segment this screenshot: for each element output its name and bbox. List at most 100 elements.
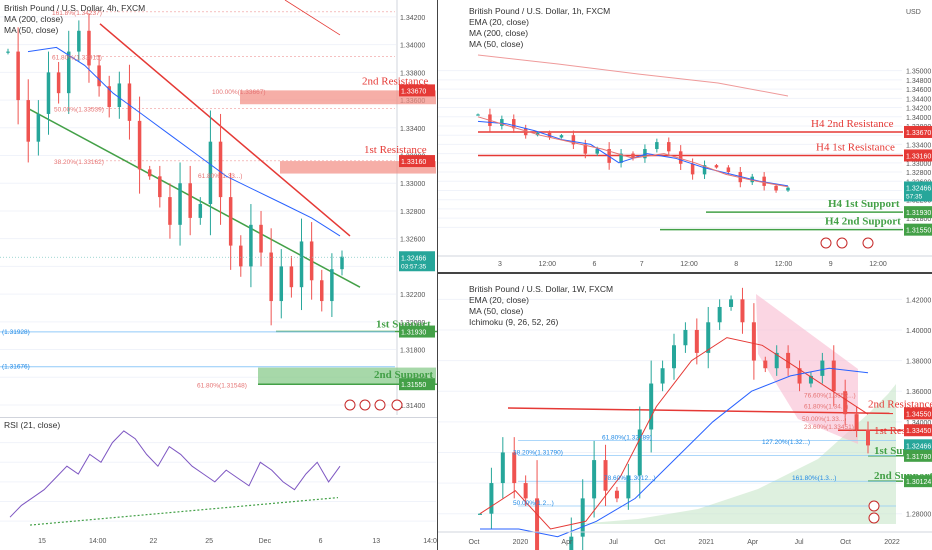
- h4-candle: [198, 204, 203, 218]
- h1-candle: [619, 153, 623, 163]
- h4-candle: [340, 256, 344, 270]
- h1-xtick: 9: [829, 261, 833, 268]
- w1-price-tag-bg: [904, 449, 932, 462]
- w1-candle: [706, 322, 711, 353]
- h1-ema20-line: [477, 116, 789, 188]
- h4-candle: [97, 65, 101, 87]
- h4-xtick: 22: [150, 538, 158, 545]
- h1-ytick: 1.34800: [906, 78, 931, 85]
- w1-price-tag: 1.31780: [906, 454, 931, 461]
- h1-candle: [512, 119, 516, 129]
- h4-ytick: 1.32000: [400, 320, 425, 327]
- h4-candle: [178, 183, 182, 225]
- indicator-1h-ema20: EMA (20, close): [469, 17, 529, 27]
- h1-level-label: H4 2nd Support: [825, 216, 901, 228]
- h4-xtick: 25: [205, 538, 213, 545]
- h1-level-label: H4 1st Support: [828, 198, 900, 210]
- h1-candle: [500, 119, 504, 126]
- h4-ytick: 1.33800: [400, 70, 425, 77]
- w1-ma50-line: [480, 367, 869, 538]
- h1-flag-icon: [862, 237, 874, 249]
- h1-countdown: 57:35: [906, 193, 923, 200]
- w1-resistance-trendline: [507, 407, 894, 415]
- h4-candle: [208, 141, 213, 205]
- w1-ytick: 1.38000: [906, 359, 931, 366]
- indicator-4h-ma200: MA (200, close): [4, 14, 64, 24]
- w1-price-tag-bg: [904, 475, 932, 488]
- h4-xtick: 14:00: [89, 538, 107, 545]
- h4-fib-label: 50.00%(1.33539): [54, 107, 104, 114]
- h1-candle: [643, 149, 647, 159]
- h4-ytick: 1.32800: [400, 209, 425, 216]
- w1-ytick: 1.28000: [906, 512, 931, 519]
- h1-flag-icon: [820, 237, 832, 249]
- h1-level-label: H4 2nd Resistance: [811, 118, 894, 130]
- w1-candle: [535, 498, 540, 550]
- h1-ytick: 1.34600: [906, 87, 931, 94]
- title-1w: British Pound / U.S. Dollar, 1W, FXCM: [469, 284, 614, 294]
- panel-4h-chart[interactable]: 1.342001.340001.338001.336001.334001.332…: [0, 0, 437, 415]
- rsi-line: [9, 430, 341, 518]
- h4-left-label: (1.31676): [2, 364, 30, 371]
- w1-xtick: Jul: [609, 539, 618, 546]
- h1-ytick: 1.34400: [906, 96, 931, 103]
- w1-price-tag: 1.33450: [906, 428, 931, 435]
- h4-candle: [56, 72, 61, 94]
- w1-candle: [614, 490, 619, 499]
- rsi-top-border: [0, 417, 437, 418]
- w1-xtick: Oct: [840, 539, 851, 546]
- w1-price-tag-bg: [904, 407, 932, 420]
- h4-price-tag-bg: [399, 84, 435, 97]
- w1-fib-label: 61.80%(1.32789): [602, 434, 652, 441]
- h1-candle: [774, 185, 778, 191]
- w1-candle: [592, 460, 597, 499]
- w1-candle: [500, 452, 505, 484]
- w1-candle: [660, 368, 665, 384]
- h4-ytick: 1.31400: [400, 403, 425, 410]
- w1-xtick: Oct: [469, 539, 480, 546]
- h4-current-price: 1.32466: [401, 255, 426, 262]
- h4-candle: [87, 30, 91, 66]
- panel-divider-horizontal[interactable]: [438, 272, 932, 274]
- panel-divider-vertical[interactable]: [437, 0, 438, 550]
- w1-fib-label: 161.80%(1.3...): [792, 475, 836, 482]
- h4-xtick: Dec: [259, 538, 272, 545]
- w1-candle: [763, 360, 768, 369]
- w1-xtick: Apr: [561, 539, 573, 546]
- w1-candle: [740, 299, 745, 323]
- indicator-1h-ma200: MA (200, close): [469, 28, 529, 38]
- h4-ytick: 1.32200: [400, 292, 425, 299]
- w1-candle: [774, 352, 779, 369]
- h4-candle: [77, 30, 81, 52]
- h1-price-tag-bg: [904, 149, 932, 162]
- h4-channel-support: [27, 107, 361, 288]
- w1-current-price: 1.32466: [906, 443, 931, 450]
- w1-candle: [808, 375, 813, 384]
- w1-candle: [603, 460, 608, 491]
- w1-candle: [489, 483, 494, 514]
- w1-xtick: Oct: [654, 539, 665, 546]
- h4-candle: [36, 113, 41, 142]
- h1-price-tag: 1.33670: [906, 130, 931, 137]
- h1-ytick: 1.34000: [906, 115, 931, 122]
- w1-candle: [512, 452, 517, 484]
- h1-xtick: 6: [593, 261, 597, 268]
- w1-candle: [580, 498, 585, 537]
- h1-candle: [702, 165, 707, 175]
- panel-1h-chart[interactable]: 1.35000 1.34800 1.34600 1.34400 1.34200 1.340…: [438, 0, 932, 272]
- h1-xtick: 7: [640, 261, 644, 268]
- h4-candle: [137, 120, 142, 170]
- h4-support2-zone: [258, 367, 436, 385]
- h4-candle: [127, 83, 132, 121]
- panel-1w-chart[interactable]: 1.420001.400001.380001.360001.340001.320…: [438, 274, 932, 550]
- h1-candle: [655, 142, 659, 150]
- w1-candle: [843, 391, 848, 415]
- w1-xtick: 2020: [513, 539, 529, 546]
- w1-candle: [649, 383, 654, 430]
- h4-down-trendline: [99, 23, 351, 237]
- panel-rsi[interactable]: 50.0045.0040.0035.0030.001514:002225Dec6…: [0, 417, 437, 550]
- h4-candle: [46, 72, 51, 114]
- w1-xtick: 2022: [884, 539, 900, 546]
- h1-candle: [667, 142, 671, 152]
- h1-xtick: 12:00: [680, 261, 698, 268]
